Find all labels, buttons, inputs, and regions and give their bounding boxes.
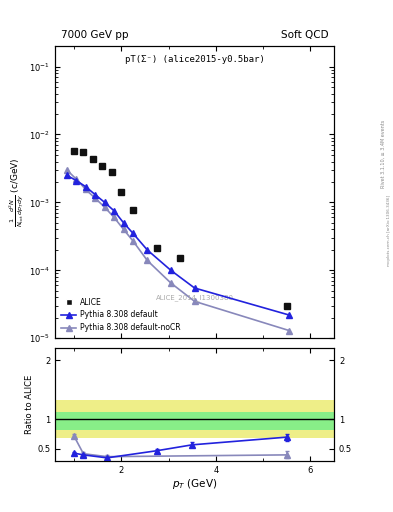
Text: pT(Σ⁻) (alice2015-y0.5bar): pT(Σ⁻) (alice2015-y0.5bar)	[125, 55, 264, 64]
Text: Soft QCD: Soft QCD	[281, 30, 329, 40]
Text: 7000 GeV pp: 7000 GeV pp	[61, 30, 128, 40]
Bar	[55, 400, 334, 438]
Bar	[55, 412, 334, 430]
Text: Rivet 3.1.10, ≥ 3.4M events: Rivet 3.1.10, ≥ 3.4M events	[381, 119, 386, 188]
Legend: ALICE, Pythia 8.308 default, Pythia 8.308 default-noCR: ALICE, Pythia 8.308 default, Pythia 8.30…	[59, 295, 183, 334]
Text: ALICE_2014_I1300380: ALICE_2014_I1300380	[156, 294, 233, 301]
Y-axis label: Ratio to ALICE: Ratio to ALICE	[25, 375, 34, 434]
Y-axis label: $\frac{1}{N_\mathrm{tot}}\frac{d^2N}{dp_T dy}$ (c/GeV): $\frac{1}{N_\mathrm{tot}}\frac{d^2N}{dp_…	[8, 157, 26, 227]
X-axis label: $p_T$ (GeV): $p_T$ (GeV)	[172, 477, 217, 492]
Text: mcplots.cern.ch [arXiv:1306.3436]: mcplots.cern.ch [arXiv:1306.3436]	[387, 195, 391, 266]
